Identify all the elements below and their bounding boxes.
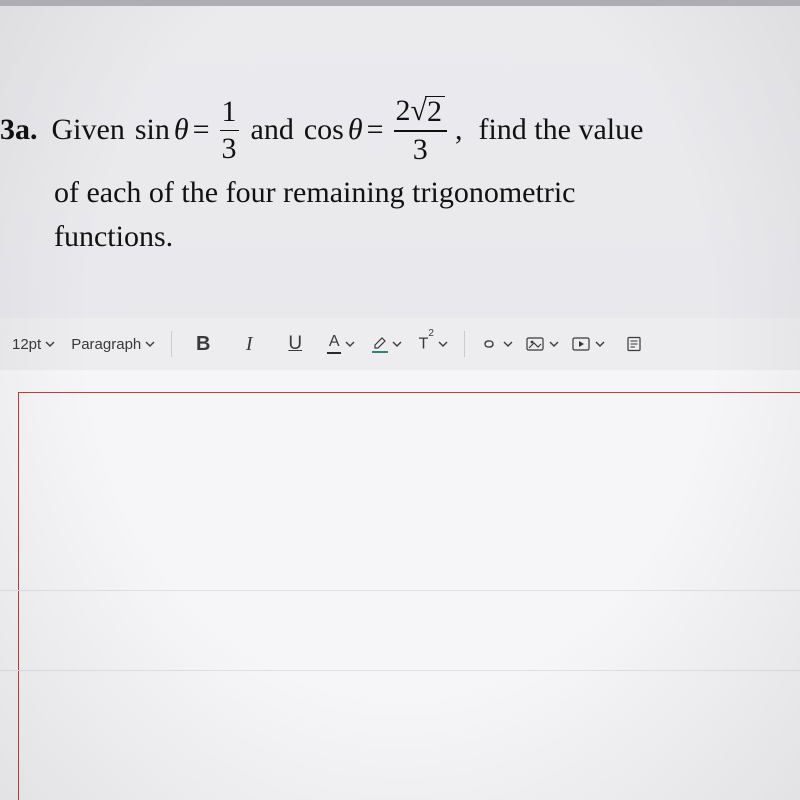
- text-color-swatch: [327, 352, 341, 355]
- text-color-icon: A: [327, 334, 341, 355]
- highlight-swatch: [372, 351, 388, 354]
- paragraph-style-label: Paragraph: [71, 336, 141, 353]
- toolbar-group-insert: [473, 326, 657, 362]
- image-icon: [525, 336, 545, 352]
- text-color-dropdown[interactable]: A: [318, 326, 364, 362]
- paragraph-style-dropdown[interactable]: Paragraph: [63, 326, 163, 362]
- sqrt: √2: [411, 96, 445, 127]
- and-word: and: [251, 110, 294, 151]
- bold-button[interactable]: B: [180, 326, 226, 362]
- cos-label: cos: [304, 110, 344, 151]
- insert-image-dropdown[interactable]: [519, 326, 565, 362]
- sin-fraction: 1 3: [220, 97, 239, 165]
- tail-1: find the value: [478, 110, 643, 151]
- fraction-bar: [394, 130, 447, 132]
- comma: ,: [455, 110, 463, 151]
- link-icon: [479, 336, 499, 352]
- cos-fraction: 2√2 3: [394, 96, 447, 165]
- screen: 3a. Given sin θ = 1 3 and cos θ = 2√2 3 …: [0, 0, 800, 800]
- toolbar-separator: [464, 331, 465, 357]
- chevron-down-icon: [45, 339, 55, 349]
- fraction-bar: [220, 130, 239, 132]
- question-block: 3a. Given sin θ = 1 3 and cos θ = 2√2 3 …: [0, 96, 770, 258]
- highlight-icon: [372, 335, 388, 354]
- question-line-1: 3a. Given sin θ = 1 3 and cos θ = 2√2 3 …: [0, 96, 770, 165]
- theta-1: θ: [174, 110, 189, 151]
- chevron-down-icon: [549, 339, 559, 349]
- chevron-down-icon: [503, 339, 513, 349]
- toolbar-separator: [171, 331, 172, 357]
- spellcheck-underline-vertical: [18, 392, 19, 800]
- chevron-down-icon: [438, 339, 448, 349]
- equals-1: =: [193, 110, 210, 151]
- sin-numerator: 1: [220, 97, 239, 127]
- toolbar-group-paragraph: 12pt Paragraph: [4, 326, 163, 362]
- insert-document-dropdown[interactable]: [611, 326, 657, 362]
- media-icon: [571, 336, 591, 352]
- given-word: Given: [52, 110, 125, 151]
- chevron-down-icon: [145, 339, 155, 349]
- highlighter-icon: [372, 335, 388, 349]
- insert-media-dropdown[interactable]: [565, 326, 611, 362]
- question-line-3: functions.: [54, 217, 770, 258]
- text-color-letter: A: [329, 334, 340, 350]
- toolbar-group-format: B I U A T2: [180, 326, 456, 362]
- question-line-2: of each of the four remaining trigonomet…: [54, 173, 770, 214]
- chevron-down-icon: [595, 339, 605, 349]
- theta-2: θ: [348, 110, 363, 151]
- answer-editor[interactable]: [0, 370, 800, 800]
- document-icon: [625, 336, 643, 352]
- insert-link-dropdown[interactable]: [473, 326, 519, 362]
- underline-button[interactable]: U: [272, 326, 318, 362]
- highlight-color-dropdown[interactable]: [364, 326, 410, 362]
- font-size-dropdown[interactable]: 12pt: [4, 326, 63, 362]
- equals-2: =: [367, 110, 384, 151]
- editor-rule: [0, 590, 800, 591]
- radicand: 2: [425, 96, 445, 127]
- editor-toolbar: 12pt Paragraph B I U A: [0, 318, 800, 371]
- cos-numerator: 2√2: [394, 96, 447, 127]
- chevron-down-icon: [345, 339, 355, 349]
- superscript-icon: T2: [419, 334, 434, 353]
- cos-denominator: 3: [411, 135, 430, 165]
- font-size-label: 12pt: [12, 336, 41, 353]
- editor-rule: [0, 670, 800, 671]
- cos-num-coeff: 2: [396, 94, 411, 127]
- sin-denominator: 3: [220, 134, 239, 164]
- italic-button[interactable]: I: [226, 326, 272, 362]
- chevron-down-icon: [392, 339, 402, 349]
- question-number: 3a.: [0, 110, 38, 151]
- sin-label: sin: [135, 110, 170, 151]
- superscript-dropdown[interactable]: T2: [410, 326, 456, 362]
- spellcheck-underline: [18, 392, 800, 393]
